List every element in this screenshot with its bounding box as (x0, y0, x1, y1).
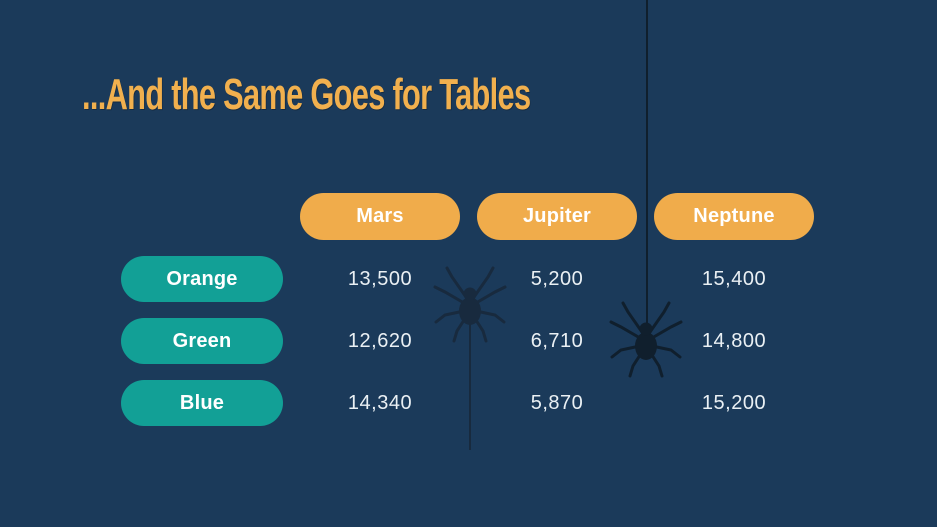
spider-thread (469, 322, 471, 450)
row-header-blue: Blue (121, 380, 283, 426)
column-header-neptune: Neptune (654, 193, 814, 240)
cell-green-neptune: 14,800 (701, 329, 767, 352)
cell-green-mars: 12,620 (347, 329, 413, 352)
spider-thread (646, 0, 648, 332)
row-header-green: Green (121, 318, 283, 364)
cell-blue-mars: 14,340 (347, 391, 413, 414)
column-header-mars: Mars (300, 193, 460, 240)
cell-orange-jupiter: 5,200 (530, 267, 584, 290)
row-header-orange: Orange (121, 256, 283, 302)
cell-blue-neptune: 15,200 (701, 391, 767, 414)
slide-title: ...And the Same Goes for Tables (82, 70, 531, 119)
cell-blue-jupiter: 5,870 (530, 391, 584, 414)
table-corner-spacer (121, 193, 283, 240)
spider-icon (433, 266, 507, 343)
cell-orange-neptune: 15,400 (701, 267, 767, 290)
cell-green-jupiter: 6,710 (530, 329, 584, 352)
data-table: Mars Jupiter Neptune Orange 13,500 5,200… (121, 193, 814, 426)
spider-icon (609, 301, 683, 378)
cell-orange-mars: 13,500 (347, 267, 413, 290)
column-header-jupiter: Jupiter (477, 193, 637, 240)
